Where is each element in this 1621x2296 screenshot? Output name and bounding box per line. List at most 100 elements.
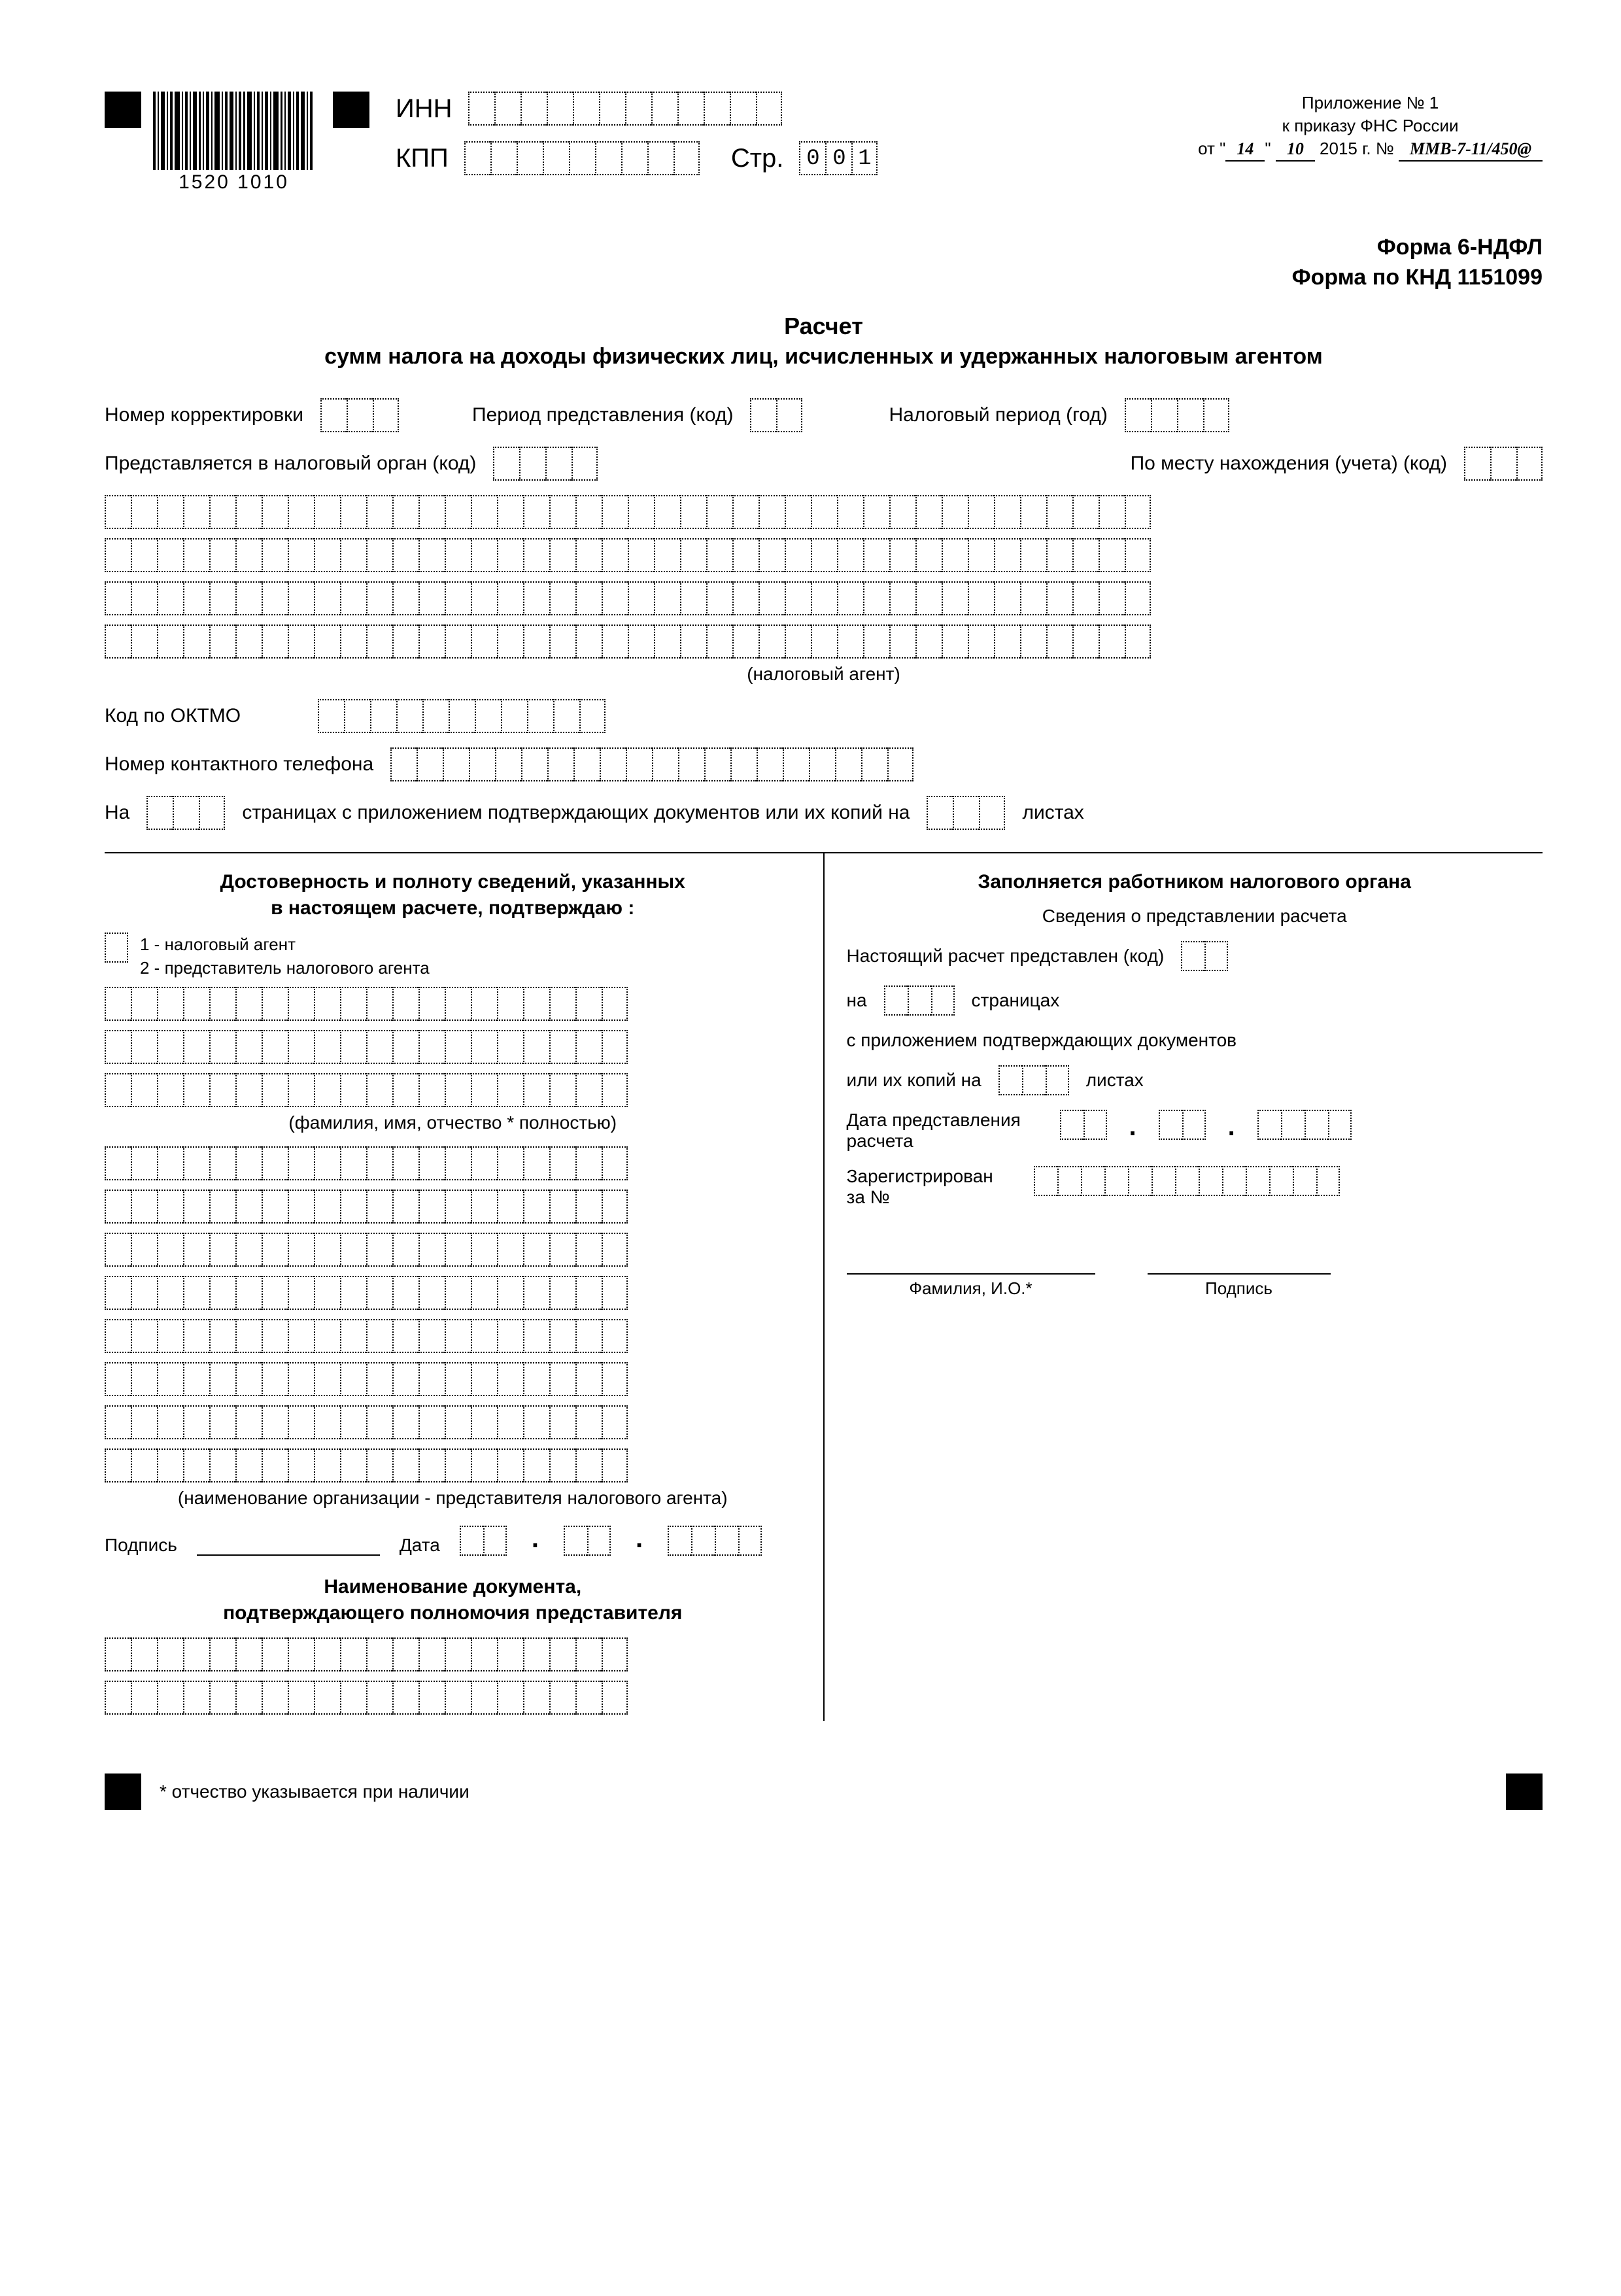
left-panel: Достоверность и полноту сведений, указан… (105, 853, 825, 1721)
right-on-row: на страницах (847, 985, 1543, 1016)
right-submitted-label: Настоящий расчет представлен (код) (847, 946, 1165, 967)
left-date-y[interactable] (668, 1526, 762, 1556)
phone-label: Номер контактного телефона (105, 753, 373, 776)
oktmo-cells[interactable] (318, 699, 606, 733)
left-fio-note: (фамилия, имя, отчество * полностью) (105, 1112, 801, 1133)
period-label: Период представления (код) (472, 404, 733, 426)
right-fio-wrap: Фамилия, И.О.* (847, 1273, 1095, 1299)
left-sign-row: Подпись Дата . . (105, 1522, 801, 1556)
right-fio-line[interactable] (847, 1273, 1095, 1275)
approv-order: ММВ-7-11/450@ (1399, 137, 1543, 162)
right-date-row: Дата представления расчета . . (847, 1110, 1543, 1152)
corr-cells[interactable] (320, 398, 399, 432)
inn-kpp-block: ИНН КПП Стр. 001 (396, 92, 878, 175)
inn-label: ИНН (396, 94, 452, 124)
right-attach-row: или их копий на листах (847, 1065, 1543, 1095)
left-fio-stack[interactable] (105, 987, 801, 1107)
pages-prefix: На (105, 802, 129, 824)
left-org-stack[interactable] (105, 1146, 801, 1482)
agent-name-stack[interactable] (105, 495, 1543, 659)
right-submitted-row: Настоящий расчет представлен (код) (847, 941, 1543, 971)
pages-suffix: листах (1022, 802, 1084, 824)
marker-bottom-right (1506, 1773, 1543, 1810)
dot-2: . (630, 1522, 648, 1556)
left-date-label: Дата (400, 1535, 440, 1556)
left-date-m[interactable] (564, 1526, 611, 1556)
approv-year: 2015 г. № (1315, 139, 1394, 158)
taxyear-cells[interactable] (1125, 398, 1229, 432)
dot-1: . (526, 1522, 544, 1556)
approval-l2: к приказу ФНС России (1198, 114, 1543, 137)
right-sign-label: Подпись (1148, 1278, 1331, 1299)
agent-note: (налоговый агент) (105, 664, 1543, 685)
left-doc-stack[interactable] (105, 1637, 801, 1715)
place-code-cells[interactable] (1464, 447, 1543, 481)
marker-top-mid (333, 92, 369, 128)
page: 1520 1010 ИНН КПП Стр. 001 Приложение № … (0, 0, 1621, 2296)
pages-mid: страницах с приложением подтверждающих д… (242, 802, 910, 824)
right-sign-line[interactable] (1148, 1273, 1331, 1275)
lower-section: Достоверность и полноту сведений, указан… (105, 852, 1543, 1721)
right-date-m[interactable] (1159, 1110, 1206, 1140)
approval-l3: от "14" 10 2015 г. № ММВ-7-11/450@ (1198, 137, 1543, 162)
right-on-label: на (847, 990, 867, 1011)
right-attach-suffix: листах (1086, 1070, 1144, 1091)
agent-type-1: 1 - налоговый агент (140, 934, 296, 954)
left-title: Достоверность и полноту сведений, указан… (105, 869, 801, 922)
left-org-note: (наименование организации - представител… (105, 1488, 801, 1509)
attach-cells[interactable] (927, 796, 1005, 830)
agent-type-cells[interactable] (105, 933, 128, 963)
kpp-cells[interactable] (464, 141, 700, 175)
approval-l1: Приложение № 1 (1198, 92, 1543, 114)
left-sign-line[interactable] (197, 1532, 380, 1556)
marker-bottom-left (105, 1773, 141, 1810)
right-date-d[interactable] (1060, 1110, 1107, 1140)
right-attach-cells[interactable] (998, 1065, 1069, 1095)
dot-3: . (1124, 1110, 1142, 1144)
dot-4: . (1223, 1110, 1240, 1144)
marker-top-left (105, 92, 141, 128)
corr-label: Номер корректировки (105, 404, 303, 426)
agent-type-2: 2 - представитель налогового агента (140, 958, 430, 978)
phone-cells[interactable] (390, 747, 913, 781)
page-label: Стр. (731, 144, 784, 173)
left-date-d[interactable] (460, 1526, 507, 1556)
kpp-label: КПП (396, 144, 449, 173)
inn-cells[interactable] (468, 92, 782, 126)
header: 1520 1010 ИНН КПП Стр. 001 Приложение № … (105, 92, 1543, 194)
right-attach-l2: или их копий на (847, 1070, 981, 1091)
right-reg-label: Зарегистрирован за № (847, 1166, 1017, 1208)
row-pages: На страницах с приложением подтверждающи… (105, 796, 1543, 830)
right-panel: Заполняется работником налогового органа… (825, 853, 1543, 1721)
barcode-block: 1520 1010 (105, 92, 369, 194)
barcode: 1520 1010 (153, 92, 315, 194)
right-on-cells[interactable] (884, 985, 955, 1016)
oktmo-label: Код по ОКТМО (105, 705, 301, 727)
left-doc-title: Наименование документа, подтверждающего … (105, 1574, 801, 1627)
subtitle: сумм налога на доходы физических лиц, ис… (105, 344, 1543, 369)
row-phone: Номер контактного телефона (105, 747, 1543, 781)
approval-block: Приложение № 1 к приказу ФНС России от "… (1198, 92, 1543, 162)
pages-cells[interactable] (146, 796, 225, 830)
right-fio-label: Фамилия, И.О.* (847, 1278, 1095, 1299)
left-sign-label: Подпись (105, 1535, 177, 1556)
place-code-label: По месту нахождения (учета) (код) (1131, 453, 1447, 475)
right-reg-row: Зарегистрирован за № (847, 1166, 1543, 1208)
title: Расчет (105, 313, 1543, 340)
agent-types: 1 - налоговый агент 2 - представитель на… (140, 933, 430, 980)
right-sign-wrap: Подпись (1148, 1273, 1331, 1299)
period-cells[interactable] (750, 398, 802, 432)
page-cells: 001 (799, 141, 878, 175)
footer: * отчество указывается при наличии (105, 1773, 1543, 1810)
form-code-1: Форма 6-НДФЛ (105, 233, 1543, 263)
approv-day: 14 (1225, 137, 1265, 162)
right-on-suffix: страницах (972, 990, 1060, 1011)
approv-month: 10 (1276, 137, 1315, 162)
row-corr-period-year: Номер корректировки Период представления… (105, 398, 1543, 432)
right-reg-cells[interactable] (1034, 1166, 1340, 1196)
right-submitted-cells[interactable] (1181, 941, 1228, 971)
right-date-y[interactable] (1257, 1110, 1352, 1140)
submit-org-cells[interactable] (493, 447, 598, 481)
row-submit-place: Представляется в налоговый орган (код) П… (105, 447, 1543, 481)
agent-type-row: 1 - налоговый агент 2 - представитель на… (105, 933, 801, 980)
